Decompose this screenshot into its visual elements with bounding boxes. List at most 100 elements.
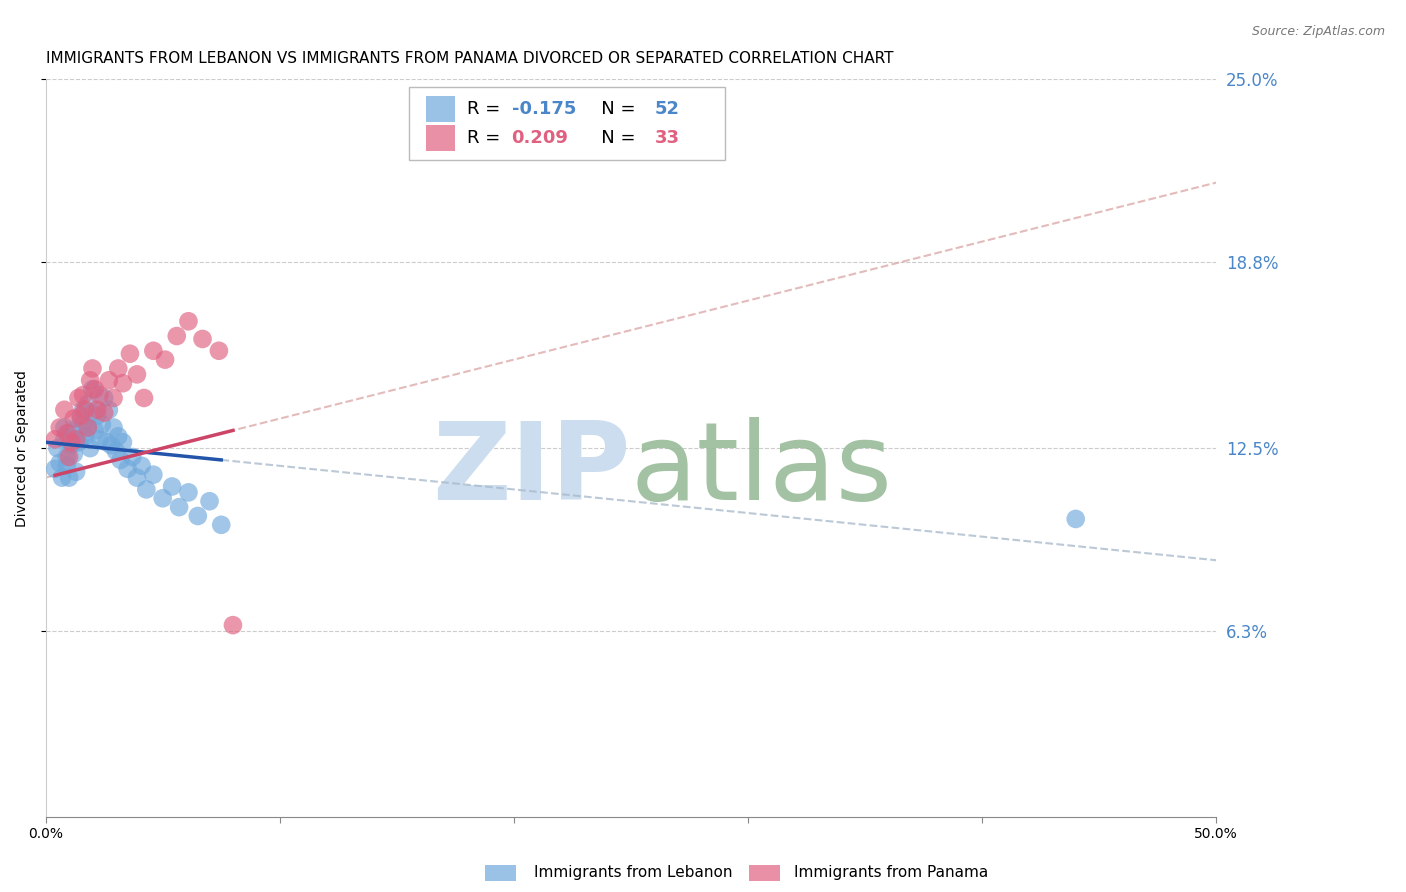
Point bbox=[132, 391, 155, 405]
Point bbox=[118, 347, 141, 361]
Point bbox=[90, 417, 112, 432]
FancyBboxPatch shape bbox=[409, 87, 724, 161]
Point bbox=[76, 420, 98, 434]
Text: -0.175: -0.175 bbox=[512, 100, 576, 118]
Point bbox=[82, 361, 104, 376]
Point bbox=[79, 373, 101, 387]
Point bbox=[96, 435, 118, 450]
Point bbox=[72, 417, 94, 432]
Point bbox=[187, 508, 209, 523]
Point bbox=[93, 391, 115, 405]
Point bbox=[222, 618, 245, 632]
Point bbox=[72, 388, 94, 402]
Point bbox=[97, 373, 120, 387]
Point bbox=[100, 438, 122, 452]
Point bbox=[82, 406, 104, 420]
Point bbox=[104, 444, 127, 458]
Text: R =: R = bbox=[467, 100, 506, 118]
Point bbox=[83, 382, 105, 396]
Text: 33: 33 bbox=[654, 129, 679, 147]
Point bbox=[67, 391, 90, 405]
Point bbox=[44, 462, 66, 476]
Point bbox=[58, 470, 80, 484]
Point bbox=[97, 402, 120, 417]
Point bbox=[117, 462, 139, 476]
Point bbox=[208, 343, 231, 358]
Text: 52: 52 bbox=[654, 100, 679, 118]
Point bbox=[53, 432, 76, 446]
Point bbox=[125, 470, 148, 484]
Point bbox=[46, 441, 69, 455]
Text: ZIP: ZIP bbox=[433, 417, 631, 524]
Y-axis label: Divorced or Separated: Divorced or Separated bbox=[15, 369, 30, 526]
Point bbox=[53, 402, 76, 417]
Point bbox=[62, 424, 84, 438]
Text: 0.209: 0.209 bbox=[512, 129, 568, 147]
Text: IMMIGRANTS FROM LEBANON VS IMMIGRANTS FROM PANAMA DIVORCED OR SEPARATED CORRELAT: IMMIGRANTS FROM LEBANON VS IMMIGRANTS FR… bbox=[45, 51, 893, 66]
Point bbox=[89, 432, 111, 446]
Point bbox=[60, 435, 83, 450]
Point bbox=[60, 438, 83, 452]
Point bbox=[58, 426, 80, 441]
Point bbox=[103, 391, 125, 405]
Point bbox=[125, 368, 148, 382]
Point bbox=[177, 485, 200, 500]
Point bbox=[44, 432, 66, 446]
Point bbox=[153, 352, 176, 367]
Point bbox=[69, 411, 91, 425]
Point bbox=[62, 447, 84, 461]
Point bbox=[1064, 512, 1087, 526]
Point bbox=[107, 429, 129, 443]
Point bbox=[86, 402, 108, 417]
Point bbox=[103, 420, 125, 434]
Point bbox=[65, 432, 87, 446]
Point bbox=[89, 388, 111, 402]
Point bbox=[111, 435, 134, 450]
Point bbox=[69, 432, 91, 446]
Point bbox=[69, 409, 91, 423]
Point bbox=[152, 491, 174, 506]
Point bbox=[55, 458, 77, 473]
Point bbox=[86, 409, 108, 423]
Text: R =: R = bbox=[467, 129, 506, 147]
Point bbox=[51, 470, 73, 484]
Point bbox=[191, 332, 214, 346]
Text: Source: ZipAtlas.com: Source: ZipAtlas.com bbox=[1251, 25, 1385, 38]
Point bbox=[160, 479, 183, 493]
Point bbox=[83, 424, 105, 438]
Point bbox=[198, 494, 221, 508]
Text: Immigrants from Lebanon: Immigrants from Lebanon bbox=[534, 865, 733, 880]
Text: atlas: atlas bbox=[631, 417, 893, 524]
Point bbox=[177, 314, 200, 328]
Point bbox=[131, 458, 153, 473]
Point bbox=[48, 420, 70, 434]
Point bbox=[111, 376, 134, 391]
Point bbox=[55, 450, 77, 464]
Point bbox=[93, 406, 115, 420]
Point bbox=[121, 450, 143, 464]
Point bbox=[65, 465, 87, 479]
Point bbox=[48, 456, 70, 470]
Bar bbox=[426, 125, 456, 151]
Point bbox=[76, 420, 98, 434]
Point bbox=[67, 435, 90, 450]
Text: N =: N = bbox=[583, 129, 641, 147]
Point bbox=[55, 426, 77, 441]
Point bbox=[75, 402, 97, 417]
Point bbox=[62, 411, 84, 425]
Text: N =: N = bbox=[583, 100, 641, 118]
Point bbox=[58, 450, 80, 464]
Bar bbox=[426, 96, 456, 122]
Point bbox=[166, 329, 188, 343]
Point bbox=[75, 429, 97, 443]
Text: Immigrants from Panama: Immigrants from Panama bbox=[794, 865, 988, 880]
Point bbox=[142, 467, 165, 482]
Point bbox=[72, 402, 94, 417]
Point bbox=[82, 382, 104, 396]
Point bbox=[135, 483, 157, 497]
Point bbox=[209, 517, 232, 532]
Point bbox=[79, 441, 101, 455]
Point bbox=[142, 343, 165, 358]
Point bbox=[76, 397, 98, 411]
Point bbox=[167, 500, 190, 515]
